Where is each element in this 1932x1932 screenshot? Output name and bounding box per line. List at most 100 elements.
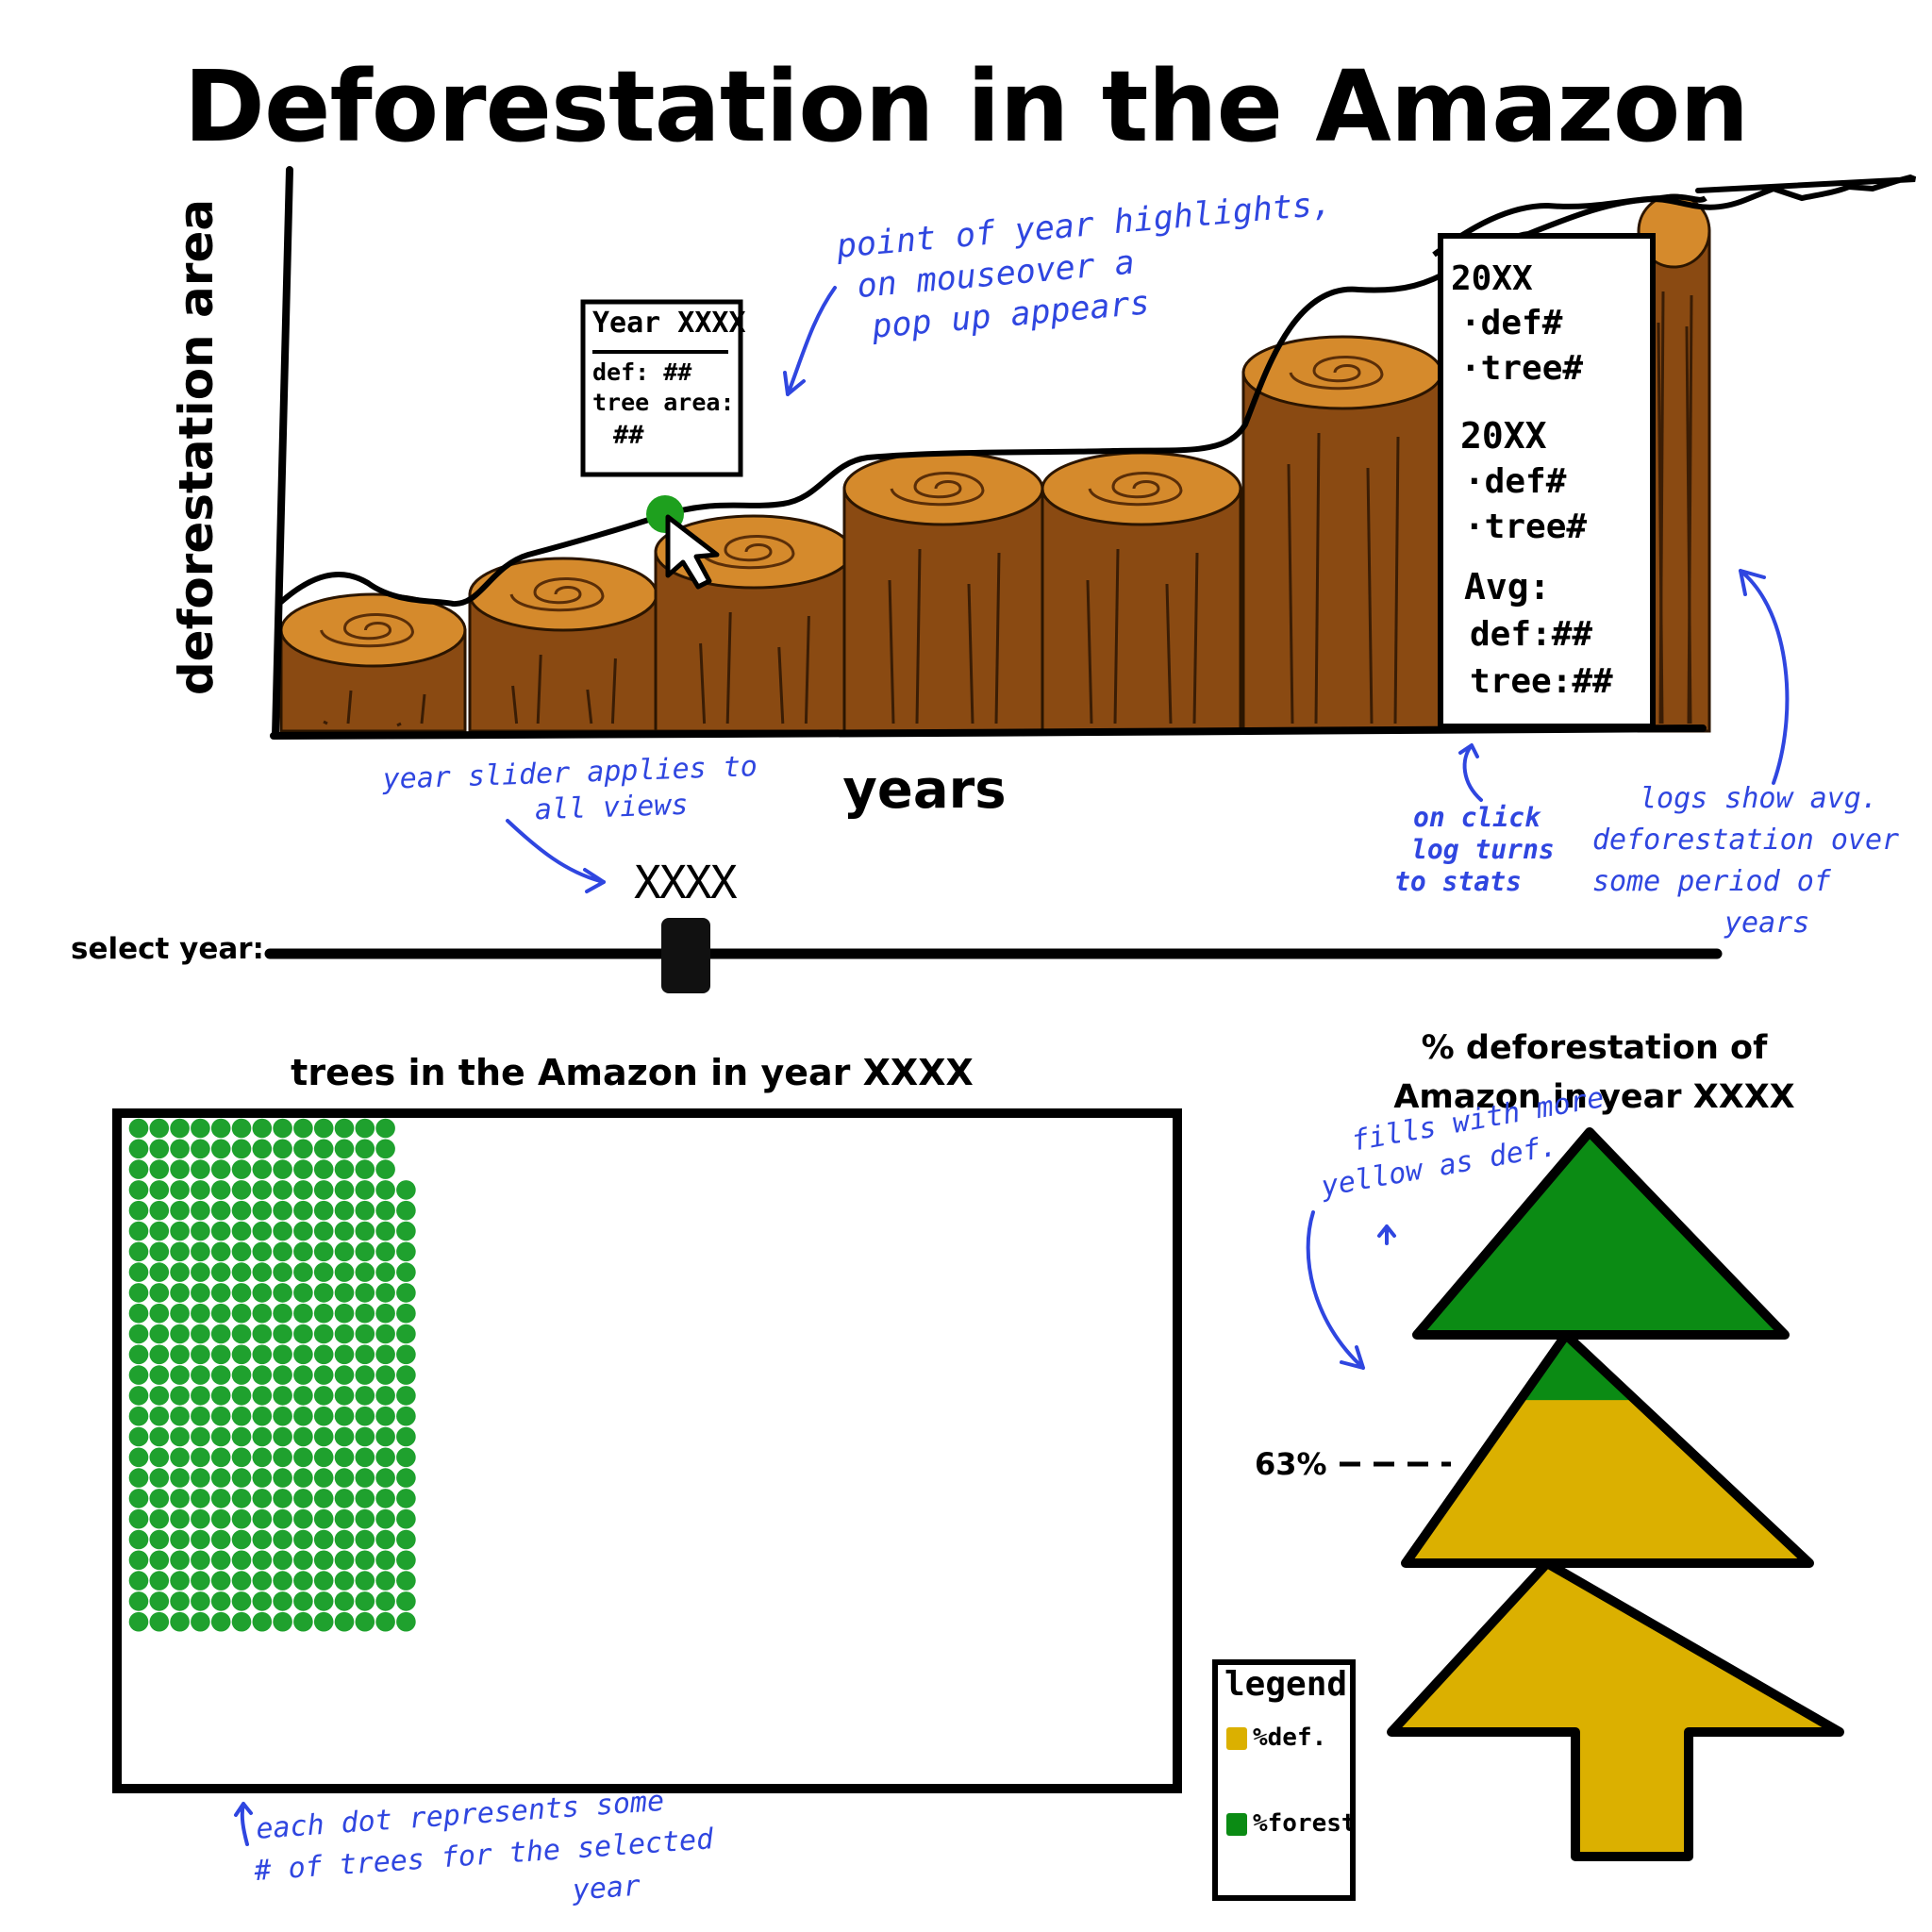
log-grain	[915, 548, 922, 724]
tree-dot	[191, 1591, 210, 1611]
tree-dot	[210, 1324, 231, 1344]
tree-dot	[128, 1508, 149, 1529]
tree-dot	[128, 1426, 149, 1447]
tree-dot	[149, 1365, 170, 1385]
tree-dot	[396, 1406, 416, 1426]
stats-panel[interactable]	[1438, 233, 1656, 729]
log-grain	[1113, 548, 1120, 724]
tree-dot	[313, 1344, 334, 1365]
log-top	[1241, 335, 1443, 410]
tree-dot	[375, 1303, 395, 1324]
tree-dot	[191, 1303, 210, 1324]
tree-dot	[128, 1529, 149, 1550]
waffle-title: trees in the Amazon in year XXXX	[291, 1052, 974, 1093]
slider-thumb[interactable]	[661, 918, 710, 993]
tree-dot	[355, 1611, 375, 1632]
annotation-arrows	[234, 286, 1790, 1846]
tree-dot	[375, 1468, 395, 1488]
tree-dot	[293, 1241, 313, 1262]
tree-dot	[396, 1611, 416, 1632]
tree-dot	[191, 1365, 210, 1385]
tree-dot	[128, 1324, 149, 1344]
tree-dot	[149, 1303, 170, 1324]
tree-dot	[170, 1489, 190, 1508]
tree-dot	[191, 1283, 210, 1303]
tree-dot	[334, 1426, 355, 1447]
tree-dot	[231, 1550, 252, 1571]
tree-dot	[252, 1262, 273, 1282]
tree-dot	[128, 1180, 149, 1200]
tree-dot	[231, 1529, 252, 1550]
tree-dot	[149, 1200, 170, 1221]
tree-dot	[210, 1118, 231, 1139]
tree-dot	[293, 1221, 313, 1241]
tree-gauge-title: % deforestation of Amazon in year XXXX	[1358, 1024, 1830, 1122]
tree-dot	[231, 1468, 252, 1488]
stats-avg-label: Avg:	[1464, 566, 1551, 608]
legend-label-forest: %forest	[1253, 1809, 1357, 1838]
tree-dot	[170, 1159, 190, 1179]
tree-dot	[231, 1508, 252, 1529]
tree-dot	[375, 1571, 395, 1591]
tree-dot	[252, 1386, 273, 1406]
tree-dot	[355, 1529, 375, 1550]
tree-dot	[210, 1180, 231, 1200]
tree-dot	[210, 1365, 231, 1385]
tree-dot	[191, 1241, 210, 1262]
tree-dot	[334, 1221, 355, 1241]
log-grain	[994, 552, 1001, 724]
stats-avg-def: def:##	[1470, 615, 1593, 654]
tree-dot	[355, 1139, 375, 1159]
log-bar[interactable]	[1241, 371, 1443, 733]
tree-dot	[210, 1221, 231, 1241]
log-bars[interactable]	[279, 193, 1711, 733]
tree-dot	[375, 1241, 395, 1262]
tree-dot	[396, 1550, 416, 1571]
tree-dot	[170, 1591, 190, 1611]
tree-dot	[334, 1159, 355, 1179]
tree-dot	[273, 1468, 292, 1488]
tree-dot	[170, 1344, 190, 1365]
annotation-logs: logs show avg. deforestation over some p…	[1592, 778, 1899, 944]
log-grain	[610, 658, 617, 724]
tree-gauge-title-line2: Amazon in year XXXX	[1393, 1078, 1795, 1116]
tree-dot	[293, 1200, 313, 1221]
tree-dot	[231, 1489, 252, 1508]
tree-dot	[170, 1262, 190, 1282]
tree-dot	[293, 1550, 313, 1571]
tree-dot	[313, 1571, 334, 1591]
tree-dot	[273, 1241, 292, 1262]
tree-dot	[210, 1344, 231, 1365]
tree-dot	[231, 1200, 252, 1221]
tree-dot	[170, 1139, 190, 1159]
tree-dot	[396, 1426, 416, 1447]
tree-dot	[191, 1324, 210, 1344]
tree-dot	[313, 1200, 334, 1221]
tree-dot	[375, 1591, 395, 1611]
tree-dot	[149, 1241, 170, 1262]
tree-dot	[252, 1221, 273, 1241]
tree-dot	[191, 1489, 210, 1508]
tree-dot	[210, 1550, 231, 1571]
log-grain	[725, 611, 732, 724]
annotation-click-line1: on click	[1413, 802, 1541, 833]
tree-dot	[231, 1571, 252, 1591]
tree-dot	[355, 1324, 375, 1344]
tree-dot	[375, 1406, 395, 1426]
legend-label-def: %def.	[1253, 1724, 1327, 1752]
tree-dot	[293, 1118, 313, 1139]
tooltip-tree-value: ##	[613, 421, 644, 450]
annotation-slider: year slider applies to all views	[382, 749, 759, 834]
tree-dot	[334, 1489, 355, 1508]
tree-dot	[149, 1262, 170, 1282]
tree-dot	[191, 1447, 210, 1468]
tree-dot	[313, 1468, 334, 1488]
tree-dot	[128, 1159, 149, 1179]
legend-box	[1212, 1659, 1356, 1901]
tree-dot	[128, 1611, 149, 1632]
annotation-click-line2: log turns	[1411, 834, 1555, 865]
tree-dot	[293, 1262, 313, 1282]
tree-dot	[191, 1344, 210, 1365]
